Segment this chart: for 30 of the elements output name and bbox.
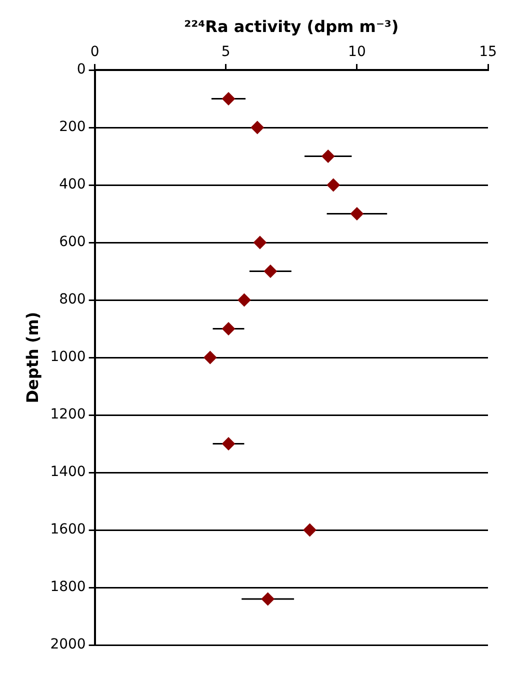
y-axis-title: Depth (m) xyxy=(22,312,42,404)
y-tick-label: 800 xyxy=(59,292,86,308)
point xyxy=(350,207,364,220)
point xyxy=(204,351,217,364)
x-tick-label: 0 xyxy=(90,44,100,60)
y-tick-label: 1600 xyxy=(50,522,86,538)
point xyxy=(264,264,277,278)
y-tick-label: 200 xyxy=(59,119,86,136)
point xyxy=(326,178,340,192)
y-tick-label: 1400 xyxy=(50,464,86,480)
y-tick-label: 1800 xyxy=(50,579,86,596)
point xyxy=(250,121,264,134)
y-tick-label: 1000 xyxy=(50,349,86,366)
y-tick-label: 1200 xyxy=(50,406,86,423)
x-tick-label: 10 xyxy=(348,44,366,60)
point xyxy=(222,92,236,106)
point xyxy=(303,524,316,536)
point xyxy=(322,150,335,163)
y-tick-label: 600 xyxy=(59,234,86,250)
x-tick-label: 15 xyxy=(479,44,497,60)
x-axis-title: ²²⁴Ra activity (dpm m⁻³) xyxy=(184,16,399,36)
y-tick-label: 0 xyxy=(76,62,86,78)
x-tick-label: 5 xyxy=(221,44,230,60)
point xyxy=(253,236,266,249)
y-tick-label: 400 xyxy=(59,176,86,193)
point xyxy=(238,294,251,306)
point xyxy=(261,592,274,606)
point xyxy=(222,437,236,450)
point xyxy=(222,322,236,336)
y-tick-label: 2000 xyxy=(50,636,86,653)
